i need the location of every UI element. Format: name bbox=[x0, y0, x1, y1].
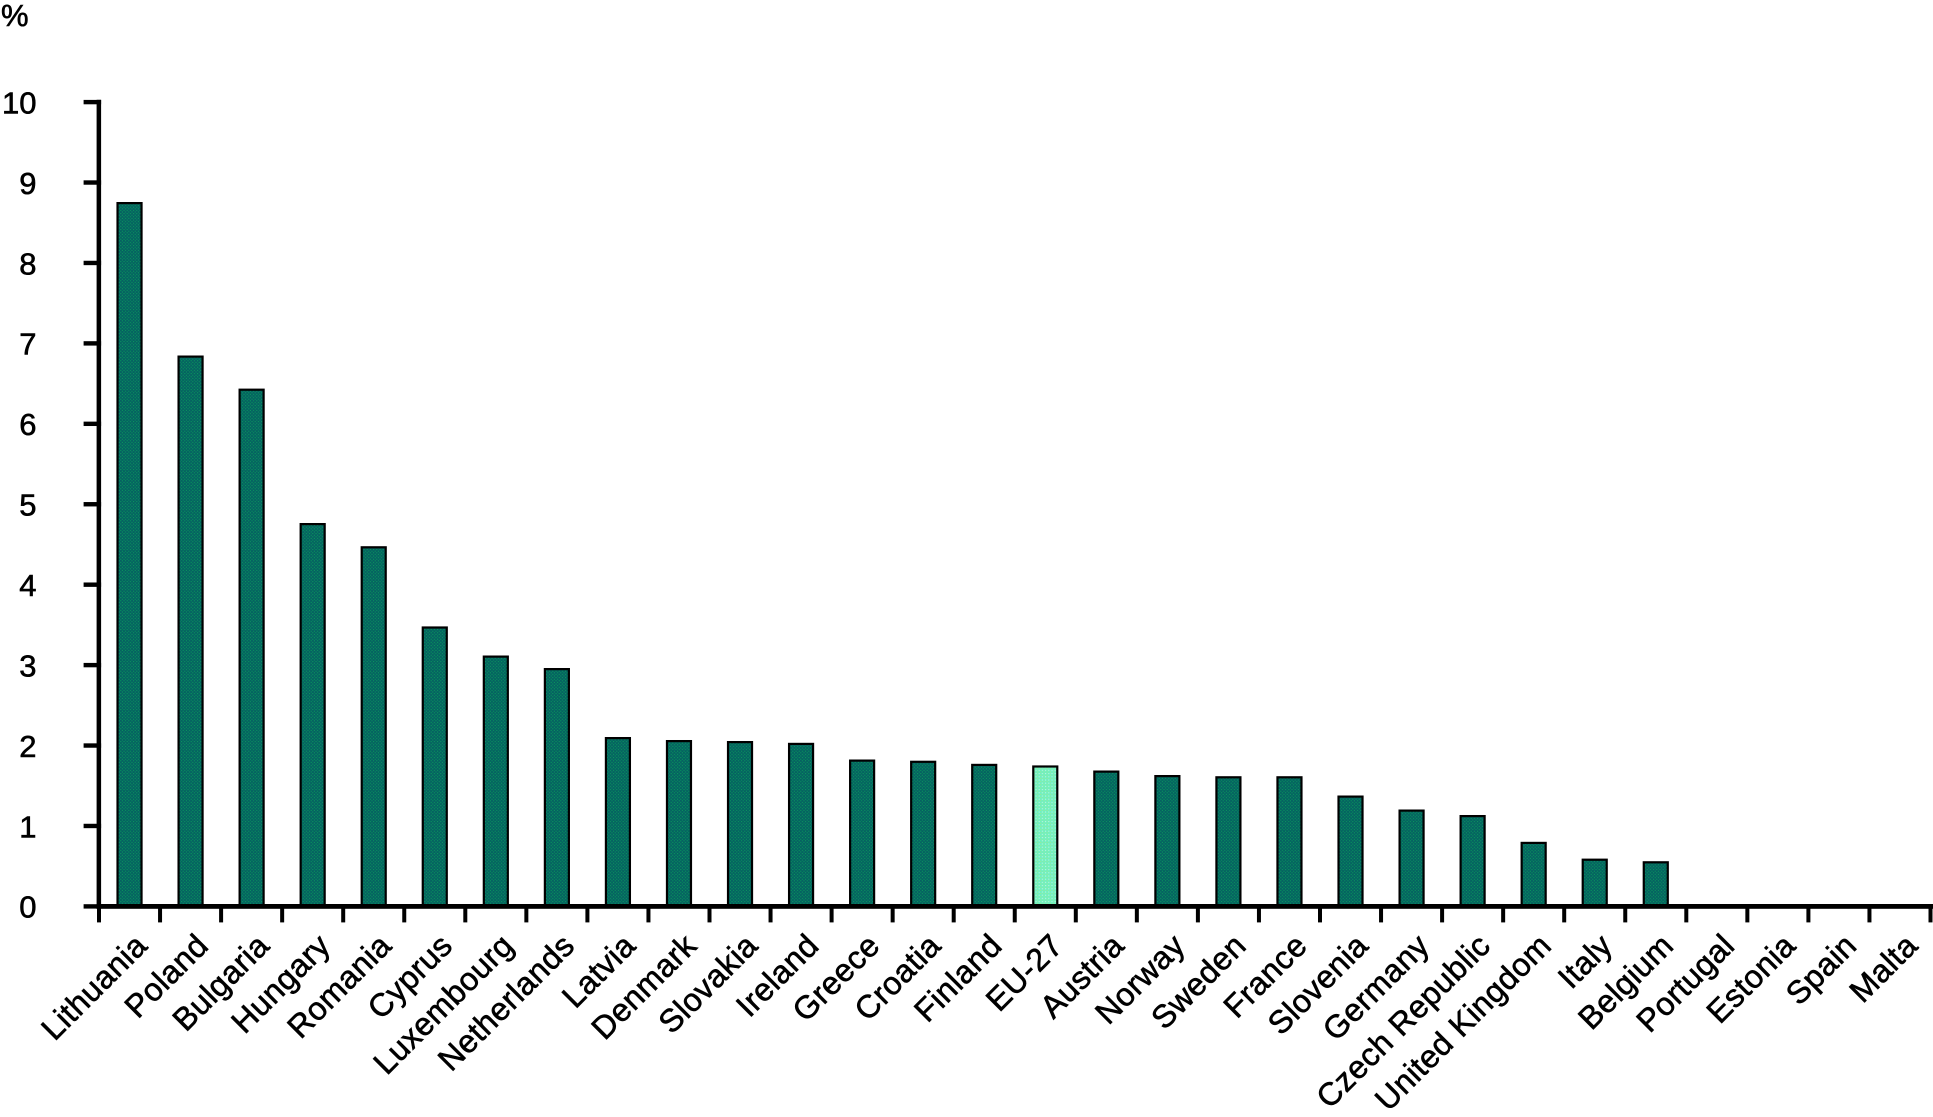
svg-text:2: 2 bbox=[19, 729, 36, 764]
svg-text:0: 0 bbox=[19, 890, 36, 925]
svg-text:1: 1 bbox=[19, 809, 36, 844]
svg-text:7: 7 bbox=[19, 327, 36, 362]
svg-text:3: 3 bbox=[19, 648, 36, 683]
svg-text:9: 9 bbox=[19, 166, 36, 201]
svg-text:5: 5 bbox=[19, 488, 36, 523]
svg-text:10: 10 bbox=[2, 85, 36, 120]
svg-text:6: 6 bbox=[19, 407, 36, 442]
svg-text:4: 4 bbox=[19, 568, 36, 603]
svg-text:%: % bbox=[1, 0, 29, 33]
svg-text:8: 8 bbox=[19, 246, 36, 281]
